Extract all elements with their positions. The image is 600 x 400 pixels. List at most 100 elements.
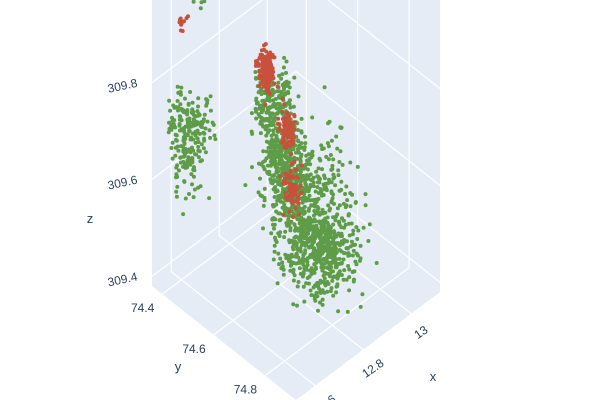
data-point [292, 273, 297, 278]
data-point [270, 216, 275, 221]
data-point [320, 267, 325, 272]
data-point [178, 92, 183, 97]
data-point [270, 181, 275, 186]
data-point [323, 283, 328, 288]
data-point [304, 153, 309, 158]
data-point [261, 55, 266, 60]
data-point [331, 269, 335, 274]
data-point [286, 91, 291, 96]
z-axis-title: z [87, 211, 94, 226]
data-point [178, 102, 183, 107]
data-point [254, 116, 259, 121]
data-point [320, 302, 325, 307]
data-point [331, 192, 336, 197]
data-point [302, 176, 307, 181]
data-point [329, 241, 334, 246]
data-point [289, 162, 294, 166]
data-point [266, 154, 271, 159]
data-point [289, 152, 294, 157]
data-point [304, 281, 309, 286]
data-point [363, 192, 368, 197]
data-point [309, 151, 314, 156]
data-point [181, 126, 186, 131]
data-point [292, 199, 297, 204]
data-point [190, 158, 195, 163]
data-point [187, 116, 192, 121]
data-point [268, 50, 273, 55]
data-point [253, 70, 258, 74]
data-point [297, 226, 302, 231]
data-point [261, 203, 266, 208]
data-point [204, 103, 209, 108]
data-point [311, 230, 316, 235]
data-point [281, 272, 286, 277]
data-point [167, 120, 171, 125]
data-point [288, 228, 293, 233]
data-point [311, 250, 316, 255]
data-point [347, 288, 352, 293]
data-point [342, 240, 346, 244]
data-point [330, 167, 335, 171]
z-tick-label: 309.4 [106, 269, 139, 289]
data-point [361, 225, 366, 230]
data-point [292, 159, 297, 164]
data-point [174, 194, 179, 199]
data-point [183, 196, 188, 201]
data-point [202, 131, 207, 136]
data-point [293, 168, 298, 173]
data-point [336, 309, 341, 314]
data-point [328, 153, 333, 157]
data-point [166, 130, 171, 135]
data-point [182, 152, 187, 157]
data-point [196, 96, 201, 101]
data-point [320, 147, 325, 151]
data-point [331, 245, 336, 250]
data-point [191, 174, 196, 179]
data-point [267, 79, 271, 84]
data-point [259, 92, 264, 97]
data-point [202, 0, 207, 4]
data-point [271, 132, 276, 136]
data-point [350, 232, 355, 237]
data-point [269, 231, 274, 236]
data-point [182, 179, 187, 184]
data-point [292, 155, 297, 160]
data-point [275, 84, 280, 89]
data-point [327, 235, 331, 240]
data-point [345, 309, 350, 314]
data-point [284, 138, 289, 143]
data-point [281, 139, 286, 144]
data-point [346, 264, 351, 268]
data-point [287, 240, 292, 245]
data-point [319, 245, 324, 250]
data-point [332, 201, 336, 206]
data-point [348, 160, 353, 165]
data-point [330, 278, 335, 283]
data-point [295, 303, 299, 308]
data-point [319, 261, 324, 266]
data-point [279, 166, 284, 171]
data-point [306, 215, 311, 220]
data-point [173, 153, 178, 158]
data-point [297, 266, 302, 271]
data-point [207, 128, 212, 133]
data-point [272, 222, 277, 227]
data-point [254, 101, 259, 106]
data-point [271, 204, 276, 209]
data-point [345, 246, 350, 250]
data-point [339, 233, 343, 238]
data-point [257, 75, 262, 80]
data-point [304, 162, 309, 167]
data-point [302, 299, 307, 304]
data-point [266, 130, 270, 135]
data-point [292, 75, 297, 80]
data-point [287, 85, 292, 90]
data-point [312, 293, 317, 298]
data-point [348, 204, 353, 209]
data-point [260, 80, 265, 85]
data-point [341, 218, 346, 223]
data-point [291, 104, 296, 109]
